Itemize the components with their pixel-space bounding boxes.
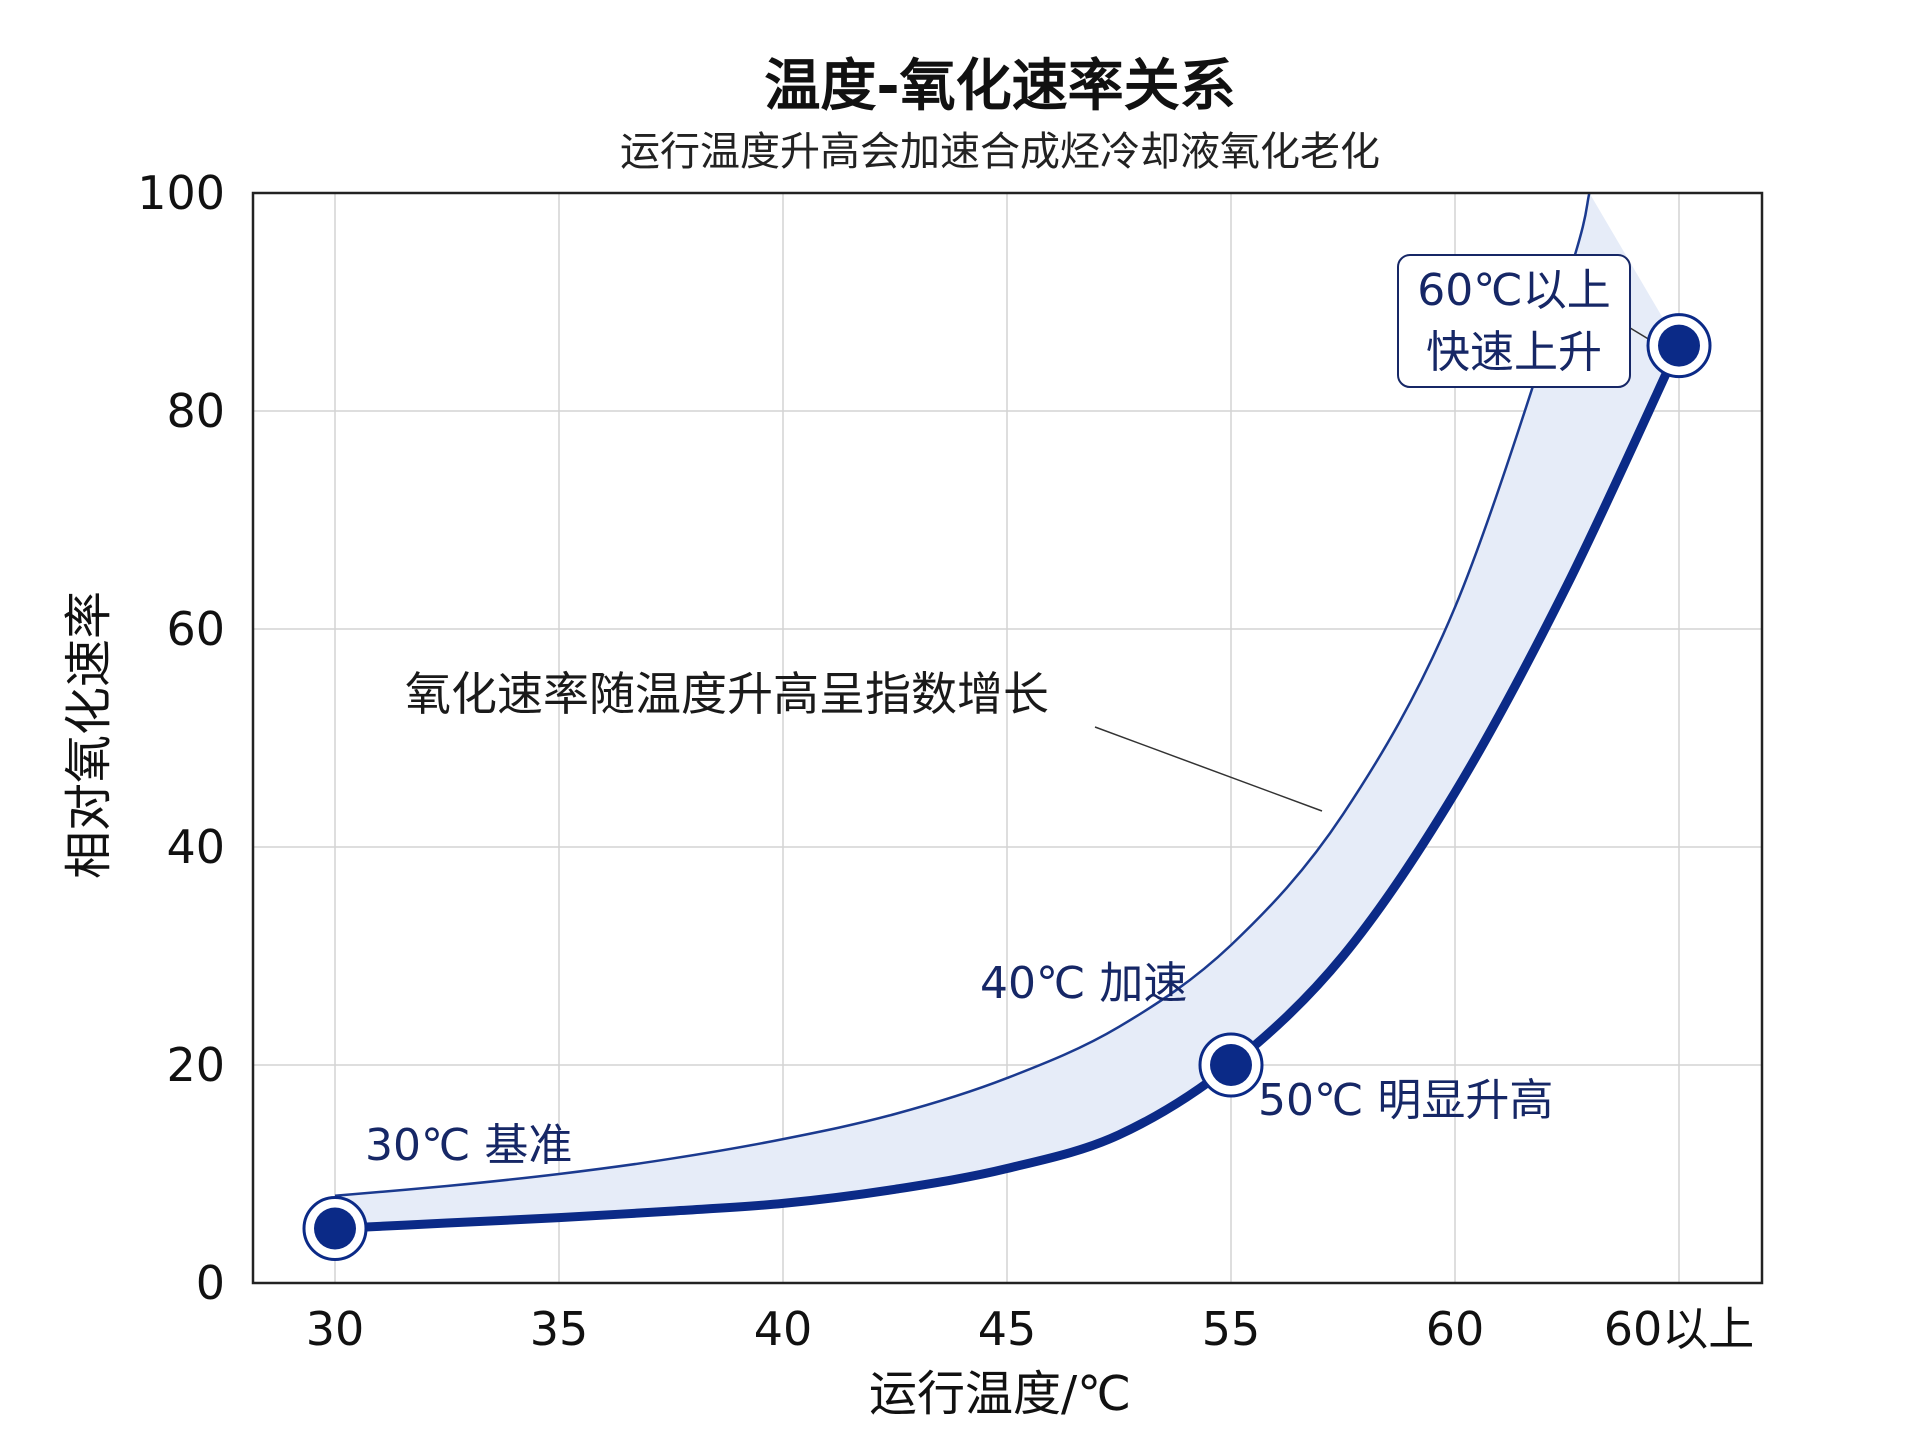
callout-box — [1397, 254, 1631, 388]
x-tick-label-3: 45 — [978, 1302, 1037, 1356]
tick-labels: 30 35 40 45 55 60 60以上 0 20 40 60 80 100 — [137, 166, 1754, 1356]
annotation-30c-baseline: 30℃ 基准 — [365, 1120, 572, 1171]
chart-title: 温度-氧化速率关系 — [764, 54, 1235, 119]
band-fill — [335, 193, 1679, 1229]
axes — [251, 191, 1764, 1285]
y-tick-label-60: 60 — [166, 602, 225, 656]
callout-60c-line1: 60℃以上 — [1417, 265, 1610, 316]
y-axis-label: 相对氧化速率 — [61, 591, 117, 879]
x-tick-label-4: 55 — [1202, 1302, 1261, 1356]
chart-subtitle: 运行温度升高会加速合成烃冷却液氧化老化 — [620, 129, 1380, 175]
main-series-line — [330, 341, 1684, 1233]
y-tick-label-80: 80 — [166, 384, 225, 438]
x-tick-label-1: 35 — [530, 1302, 589, 1356]
highlight-point-1 — [1198, 1032, 1264, 1098]
highlight-point-2 — [1646, 313, 1712, 379]
x-tick-label-6: 60以上 — [1604, 1302, 1755, 1356]
y-tick-label-40: 40 — [166, 820, 225, 874]
highlight-point-dot-0 — [314, 1207, 356, 1250]
highlight-point-dot-1 — [1210, 1044, 1252, 1086]
growth-band — [330, 193, 1684, 1233]
annotation-40c-accelerate: 40℃ 加速 — [980, 958, 1187, 1009]
annotations: 30℃ 基准 40℃ 加速 50℃ 明显升高 氧化速率随温度升高呈指数增长 60℃以上快… — [365, 254, 1651, 1171]
annotation-50c-rise: 50℃ 明显升高 — [1258, 1075, 1553, 1126]
annotation-leader-line — [1094, 726, 1323, 812]
y-tick-label-20: 20 — [166, 1038, 225, 1092]
callout-60c-line2: 快速上升 — [1426, 327, 1602, 378]
y-tick-label-0: 0 — [196, 1256, 225, 1310]
highlight-points — [302, 313, 1712, 1261]
x-tick-label-2: 40 — [754, 1302, 813, 1356]
y-tick-label-100: 100 — [137, 166, 225, 220]
annotation-exponential-growth: 氧化速率随温度升高呈指数增长 — [405, 667, 1049, 721]
band-upper-edge — [334, 193, 1591, 1198]
x-axis-label: 运行温度/℃ — [869, 1366, 1131, 1422]
highlight-point-0 — [302, 1196, 368, 1261]
plot-frame — [251, 191, 1764, 1285]
x-tick-label-5: 60 — [1426, 1302, 1485, 1356]
x-tick-label-0: 30 — [306, 1302, 365, 1356]
highlight-point-dot-2 — [1658, 324, 1700, 367]
